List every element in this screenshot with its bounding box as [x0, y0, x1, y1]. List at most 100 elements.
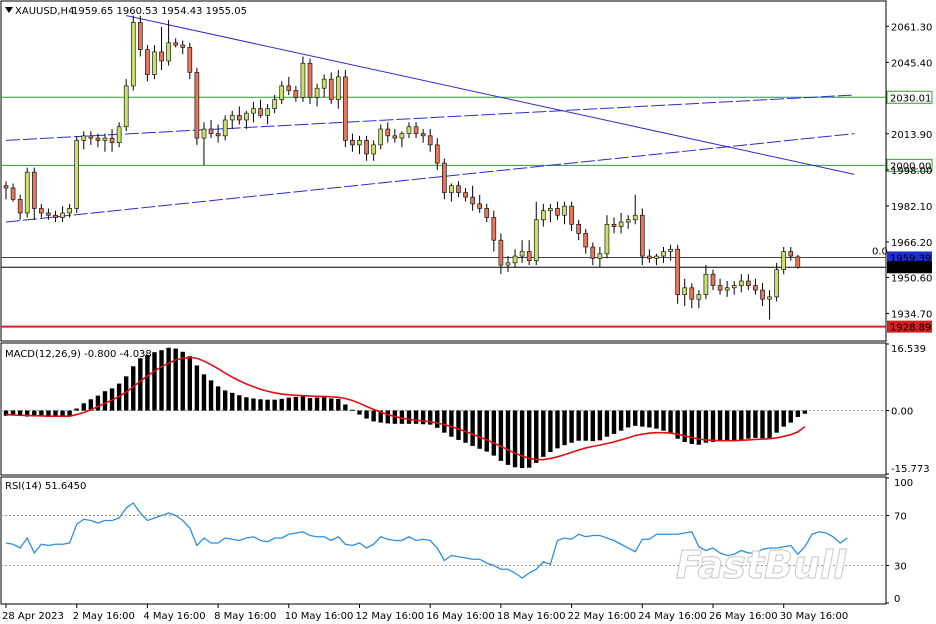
candle-body: [555, 208, 560, 216]
candle-body: [293, 90, 299, 98]
candle-body: [753, 285, 758, 291]
candle-body: [222, 119, 228, 137]
macd-histogram-bar: [343, 404, 348, 411]
candle-body: [123, 85, 129, 128]
time-tick-label: 24 May 16:00: [638, 611, 707, 622]
candle-body: [703, 273, 709, 295]
macd-histogram-bar: [208, 380, 214, 411]
macd-histogram-bar: [67, 410, 72, 416]
candle-body: [109, 137, 115, 143]
candle-body: [484, 208, 490, 218]
macd-histogram-bar: [541, 410, 546, 457]
price-tag-box: [887, 251, 932, 264]
candle-body: [145, 49, 150, 75]
macd-histogram-bar: [201, 374, 207, 411]
macd-histogram-bar: [661, 410, 666, 431]
macd-histogram-bar: [739, 410, 744, 440]
candle-body: [738, 280, 744, 286]
macd-histogram-bar: [618, 410, 624, 431]
candle-body: [533, 219, 539, 261]
candle-body: [442, 162, 447, 193]
macd-histogram-bar: [307, 398, 313, 411]
macd-histogram-bar: [795, 410, 801, 417]
candle-body: [251, 108, 256, 114]
candle-body: [541, 210, 546, 221]
candle-body: [357, 140, 362, 146]
candle-body: [639, 214, 645, 257]
time-tick-label: 18 May 16:00: [497, 611, 566, 622]
candle-body: [81, 135, 87, 141]
candle-body: [491, 217, 497, 241]
price-tick-label: 1982.10: [891, 202, 932, 213]
macd-histogram-bar: [526, 410, 532, 468]
macd-histogram-bar: [534, 410, 539, 463]
macd-histogram-bar: [244, 397, 249, 411]
price-tick-label: 1998.00: [891, 166, 932, 177]
candle-body: [406, 126, 412, 134]
watermark-logo: FastBull: [676, 543, 847, 587]
macd-histogram-bar: [258, 399, 263, 411]
macd-histogram-bar: [583, 410, 588, 441]
macd-histogram-bar: [321, 397, 327, 411]
macd-histogram-bar: [25, 410, 30, 417]
dropdown-triangle-icon[interactable]: [5, 7, 13, 13]
candle-body: [498, 239, 504, 266]
symbol-label: XAUUSD,H4: [15, 6, 74, 17]
candle-body: [3, 185, 9, 189]
candle-body: [272, 99, 277, 109]
macd-histogram-bar: [435, 410, 440, 428]
macd-histogram-bar: [548, 410, 553, 452]
macd-histogram-bar: [145, 355, 150, 411]
candle-body: [427, 135, 433, 146]
time-tick-label: 16 May 16:00: [426, 611, 495, 622]
candle-body: [286, 85, 292, 91]
macd-histogram-bar: [760, 410, 765, 439]
macd-histogram-bar: [788, 410, 793, 423]
macd-histogram-bar: [428, 410, 433, 425]
macd-histogram-bar: [611, 410, 617, 434]
macd-histogram-bar: [576, 410, 581, 441]
candle-body: [180, 44, 186, 48]
price-tag-box: [886, 90, 933, 104]
macd-histogram-bar: [724, 410, 730, 442]
candle-body: [399, 133, 405, 139]
candle-body: [314, 87, 320, 98]
candle-body: [611, 224, 617, 227]
candle-body: [60, 212, 65, 218]
candle-body: [689, 287, 695, 300]
macd-histogram-bar: [519, 410, 525, 469]
price-tag-box: [886, 158, 933, 172]
macd-histogram-bar: [10, 410, 16, 416]
macd-histogram-bar: [371, 410, 376, 422]
candle-body: [604, 224, 610, 255]
macd-histogram-bar: [329, 398, 334, 411]
candle-body: [194, 72, 200, 139]
candle-body: [335, 76, 341, 100]
candle-body: [31, 171, 37, 209]
candle-body: [597, 253, 603, 259]
candle-body: [385, 128, 391, 137]
macd-histogram-bar: [46, 410, 51, 417]
candle-body: [477, 203, 482, 209]
macd-histogram-bar: [477, 410, 482, 449]
macd-histogram-bar: [123, 376, 129, 411]
macd-tick-label: 16.539: [891, 344, 926, 355]
macd-histogram-bar: [590, 410, 596, 442]
candle-body: [24, 171, 30, 214]
macd-histogram-bar: [3, 410, 9, 416]
candle-body: [788, 251, 794, 257]
rsi-tick-label: 0: [894, 594, 900, 605]
price-tag-box: [887, 261, 932, 274]
rsi-title: RSI(14) 51.6450: [5, 481, 86, 492]
candle-body: [328, 78, 334, 100]
macd-histogram-bar: [364, 410, 369, 419]
time-tick-label: 12 May 16:00: [356, 611, 425, 622]
candle-body: [350, 140, 355, 146]
candle-body: [505, 262, 511, 266]
symbol-header: XAUUSD,H4 1959.65 1960.53 1954.43 1955.0…: [5, 6, 247, 17]
macd-histogram-bar: [406, 410, 412, 424]
candle-body: [682, 287, 688, 295]
candle-body: [519, 251, 525, 257]
macd-histogram-bar: [17, 410, 23, 416]
trendline: [5, 94, 855, 141]
